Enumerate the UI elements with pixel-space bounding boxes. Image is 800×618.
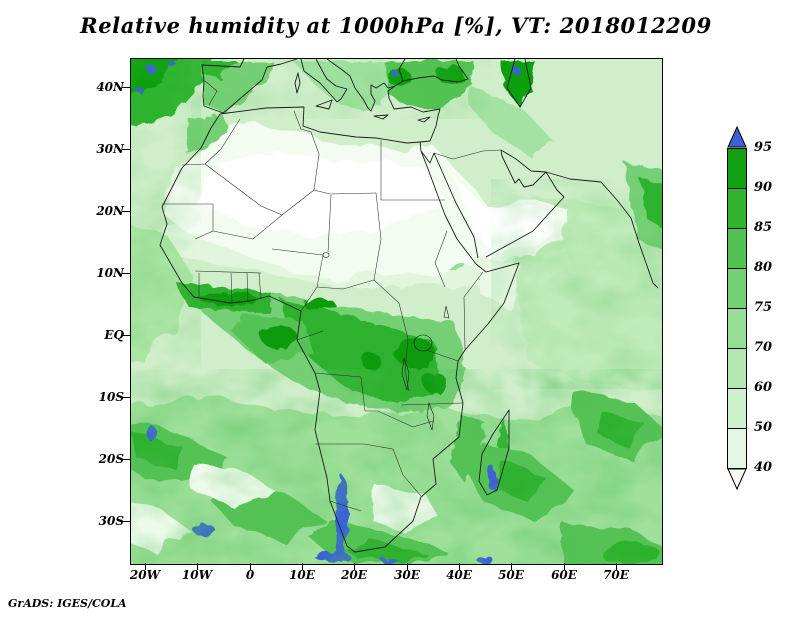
lat-tick-mark bbox=[122, 273, 130, 274]
map-frame bbox=[130, 58, 663, 565]
colorbar-label-80: 80 bbox=[754, 260, 773, 275]
colorbar-segment-40-50 bbox=[727, 428, 747, 469]
grads-credit: GrADS: IGES/COLA bbox=[8, 597, 127, 610]
lake-chad bbox=[322, 252, 330, 258]
colorbar-label-95: 95 bbox=[754, 140, 773, 155]
lon-tick-label-20w: 20W bbox=[129, 568, 161, 582]
sardinia-coastline bbox=[294, 72, 301, 94]
lon-tick-mark bbox=[197, 563, 198, 570]
lon-tick-mark bbox=[564, 563, 565, 570]
lon-tick-label-20e: 20E bbox=[341, 568, 367, 582]
lon-tick-label-30e: 30E bbox=[394, 568, 420, 582]
arabia-coastline bbox=[433, 149, 565, 259]
colorbar-segment-90-95 bbox=[727, 148, 747, 189]
lon-tick-label-40e: 40E bbox=[446, 568, 472, 582]
colorbar-label-60: 60 bbox=[754, 380, 773, 395]
lon-tick-mark bbox=[511, 563, 512, 570]
lat-tick-label-30s: 30S bbox=[98, 514, 124, 528]
lat-tick-mark bbox=[122, 459, 130, 460]
colorbar-label-40: 40 bbox=[754, 460, 773, 475]
lon-tick-label-0: 0 bbox=[245, 568, 255, 582]
colorbar-top-arrow-shape bbox=[727, 125, 747, 148]
lon-tick-mark bbox=[302, 563, 303, 570]
lon-tick-label-10w: 10W bbox=[181, 568, 213, 582]
cyprus-coastline bbox=[417, 116, 431, 123]
crete-coastline bbox=[373, 114, 389, 120]
colorbar-bottom-arrow bbox=[727, 468, 747, 491]
lake-tanganyika bbox=[401, 357, 410, 391]
lat-tick-label-10n: 10N bbox=[96, 266, 124, 280]
colorbar-segment-75-80 bbox=[727, 268, 747, 309]
lat-tick-label-20s: 20S bbox=[98, 452, 124, 466]
lon-tick-mark bbox=[459, 563, 460, 570]
turkey-coastline bbox=[387, 59, 469, 113]
lat-tick-mark bbox=[122, 397, 130, 398]
lat-tick-label-20n: 20N bbox=[96, 204, 124, 218]
colorbar-label-90: 90 bbox=[754, 180, 773, 195]
lat-tick-label-10s: 10S bbox=[98, 390, 124, 404]
lat-tick-mark bbox=[122, 521, 130, 522]
colorbar-label-75: 75 bbox=[754, 300, 773, 315]
lon-tick-label-50e: 50E bbox=[498, 568, 524, 582]
lat-tick-mark bbox=[122, 211, 130, 212]
sinai-coastline bbox=[420, 150, 435, 164]
italy-coastline bbox=[300, 59, 348, 103]
lake-malawi bbox=[426, 401, 435, 431]
lon-tick-mark bbox=[616, 563, 617, 570]
lat-tick-label-30n: 30N bbox=[96, 142, 124, 156]
plot-title: Relative humidity at 1000hPa [%], VT: 20… bbox=[80, 13, 712, 38]
colorbar-segment-60-70 bbox=[727, 348, 747, 389]
colorbar-label-50: 50 bbox=[754, 420, 773, 435]
coastlines bbox=[159, 59, 659, 553]
colorbar-segment-80-85 bbox=[727, 228, 747, 269]
lon-tick-label-60e: 60E bbox=[551, 568, 577, 582]
sicily-coastline bbox=[315, 99, 333, 110]
caspian-coastline bbox=[506, 59, 532, 108]
humidity-map bbox=[131, 59, 662, 564]
lakes bbox=[322, 252, 450, 431]
colorbar-bottom-arrow-shape bbox=[727, 468, 747, 491]
lat-tick-label-eq: EQ bbox=[104, 328, 124, 342]
lat-tick-label-40n: 40N bbox=[96, 80, 124, 94]
iran-india-coastline bbox=[500, 149, 659, 289]
lon-tick-label-70e: 70E bbox=[603, 568, 629, 582]
lat-tick-mark bbox=[122, 335, 130, 336]
lat-tick-mark bbox=[122, 149, 130, 150]
lake-victoria bbox=[413, 334, 433, 352]
lon-tick-mark bbox=[354, 563, 355, 570]
lat-tick-mark bbox=[122, 87, 130, 88]
lon-tick-mark bbox=[250, 563, 251, 570]
lon-tick-mark bbox=[407, 563, 408, 570]
colorbar-segment-50-60 bbox=[727, 388, 747, 429]
colorbar-top-arrow bbox=[727, 125, 747, 148]
lon-tick-mark bbox=[145, 563, 146, 570]
iberia-coastline bbox=[201, 59, 298, 114]
colorbar-segment-70-75 bbox=[727, 308, 747, 349]
lon-tick-label-10e: 10E bbox=[289, 568, 315, 582]
madagascar-coastline bbox=[478, 409, 510, 496]
colorbar-label-70: 70 bbox=[754, 340, 773, 355]
field-texture bbox=[131, 59, 662, 564]
country-borders bbox=[162, 80, 502, 512]
levant-coastline bbox=[419, 108, 441, 143]
colorbar-label-85: 85 bbox=[754, 220, 773, 235]
lake-turkana bbox=[443, 305, 450, 319]
colorbar-segment-85-90 bbox=[727, 188, 747, 229]
